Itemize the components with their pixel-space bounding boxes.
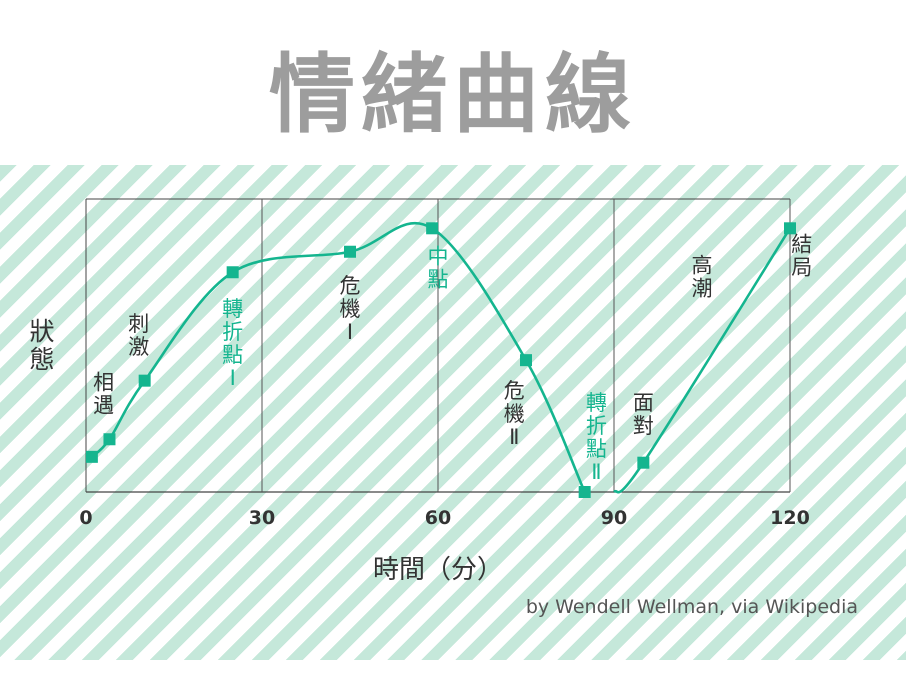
- annotation-label: 結局: [791, 233, 812, 280]
- data-point-marker: [103, 433, 116, 446]
- data-point-marker: [138, 374, 151, 387]
- annotation-label: 高潮: [692, 253, 713, 300]
- data-point-marker: [578, 486, 591, 498]
- annotation-label: 轉折點 Ⅱ: [586, 391, 607, 484]
- x-tick-label: 120: [770, 507, 810, 529]
- chart-title: 情緒曲線: [269, 45, 637, 145]
- data-point-marker: [344, 245, 356, 258]
- data-point-marker: [226, 266, 239, 279]
- annotation-label: 相遇: [93, 370, 114, 417]
- data-point-marker: [784, 222, 796, 235]
- data-point-marker: [426, 222, 439, 235]
- credit-text: by Wendell Wellman, via Wikipedia: [525, 596, 858, 618]
- annotation-label: 危機 Ⅰ: [340, 274, 361, 344]
- annotation-label: 轉折點 Ⅰ: [222, 297, 243, 390]
- annotation-label: 面對: [633, 391, 654, 438]
- x-tick-label: 60: [425, 507, 451, 529]
- x-tick-label: 90: [601, 507, 627, 529]
- annotation-label: 危機 Ⅱ: [504, 379, 525, 449]
- x-axis-label: 時間（分）: [373, 555, 503, 585]
- annotation-label: 中點: [428, 244, 449, 291]
- x-tick-label: 30: [249, 507, 275, 529]
- data-point-marker: [520, 354, 532, 367]
- annotation-label: 刺激: [128, 312, 149, 359]
- data-point-marker: [85, 450, 98, 463]
- series-line-segment: [90, 221, 586, 493]
- series-line-segment: [613, 227, 792, 494]
- y-axis-label: 狀態: [29, 317, 54, 374]
- x-tick-label: 0: [79, 507, 92, 529]
- data-point-marker: [637, 456, 650, 469]
